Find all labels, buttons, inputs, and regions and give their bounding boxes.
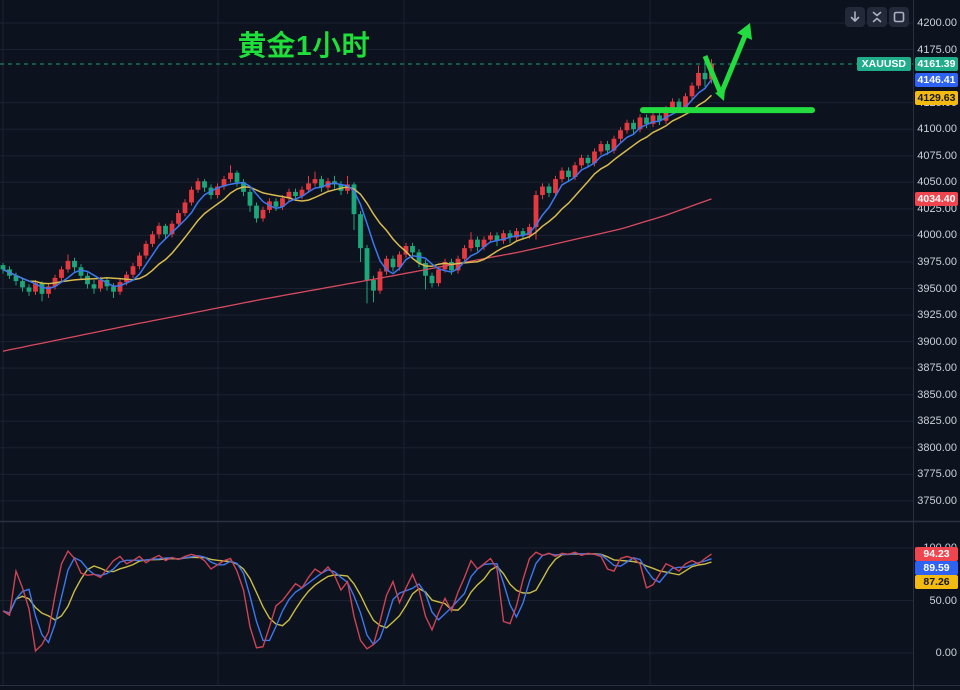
- moving-averages-group: [2, 79, 713, 352]
- axis-tick-label: 3825.00: [917, 415, 957, 428]
- price-badge-red: 94.23: [915, 547, 958, 562]
- axis-tick-label: 4075.00: [917, 149, 957, 162]
- collapse-pane-icon: [872, 11, 882, 23]
- maximize-pane-icon: [893, 11, 905, 23]
- axis-tick-label: 50.00: [929, 594, 957, 607]
- candles-group: [0, 56, 714, 304]
- axis-tick-label: 3750.00: [917, 494, 957, 507]
- arrow-head-up-icon: [737, 23, 752, 40]
- axis-tick-label: 0.00: [935, 647, 957, 659]
- axis-tick-label: 4200.00: [917, 17, 957, 29]
- arrow-head-down-icon: [715, 89, 725, 101]
- axis-tick-label: 4000.00: [917, 229, 957, 242]
- axis-tick-label: 3950.00: [917, 282, 957, 295]
- axis-tick-label: 4175.00: [917, 43, 957, 56]
- arrow-down-icon: [850, 11, 860, 22]
- axis-tick-label: 3850.00: [917, 388, 957, 401]
- price-badge-green: 4161.39: [915, 57, 958, 71]
- price-badge-blue: 89.59: [915, 561, 958, 576]
- axis-tick-label: 3925.00: [917, 309, 957, 322]
- symbol-price-label: XAUUSD: [856, 57, 911, 71]
- axis-tick-label: 3900.00: [917, 335, 957, 348]
- price-axis[interactable]: 4200.004175.004125.004100.004075.004050.…: [914, 0, 960, 690]
- user-drawings-group[interactable]: [640, 23, 815, 114]
- axis-tick-label: 3975.00: [917, 255, 957, 268]
- price-badge-red: 4034.40: [915, 191, 958, 206]
- oscillator-group: [2, 549, 712, 653]
- chart-title-drawing[interactable]: 黄金1小时: [238, 30, 371, 61]
- price-badge-yellow: 4129.63: [915, 90, 958, 105]
- grid-lines: [0, 0, 913, 685]
- axis-tick-label: 3800.00: [917, 441, 957, 454]
- maximize-pane-button[interactable]: [889, 7, 909, 27]
- axis-tick-label: 3775.00: [917, 468, 957, 481]
- price-badge-blue: 4146.41: [915, 72, 958, 87]
- axis-tick-label: 4100.00: [917, 123, 957, 136]
- price-badge-yellow: 87.26: [915, 575, 958, 590]
- move-pane-down-button[interactable]: [845, 7, 865, 27]
- axis-tick-label: 3875.00: [917, 362, 957, 375]
- collapse-pane-button[interactable]: [867, 7, 887, 27]
- pane-controls: [845, 7, 909, 27]
- axis-tick-label: 4050.00: [917, 176, 957, 189]
